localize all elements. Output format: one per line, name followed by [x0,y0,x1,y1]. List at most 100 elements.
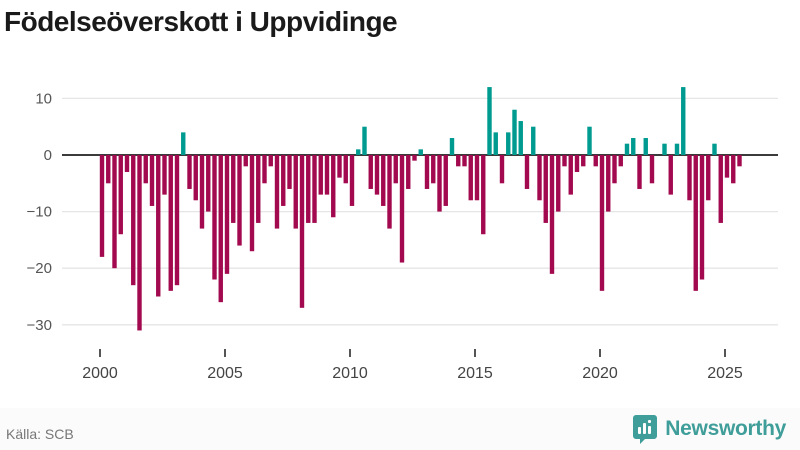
bar [237,155,242,246]
bar [556,155,561,212]
bar [443,155,448,206]
bar [587,126,592,155]
y-tick-label: 0 [44,147,52,164]
bar [562,155,567,167]
bar [581,155,586,167]
brand-wordmark: Newsworthy [665,417,786,440]
bar [687,155,692,201]
bar [618,155,623,167]
bar [543,155,548,223]
source-label: Källa: SCB [6,426,74,442]
bar [337,155,342,178]
bar [668,155,673,195]
bar [606,155,611,212]
bar [318,155,323,195]
bar [99,155,105,257]
bar [118,155,123,235]
bar [293,155,298,229]
bar [524,155,530,189]
bar [637,155,642,189]
bar [506,132,511,155]
bar [124,155,130,172]
bar [537,155,542,201]
bar [631,138,636,155]
bar [281,155,286,206]
x-tick-label: 2020 [582,365,618,382]
bar [331,155,336,218]
bar [356,149,361,155]
bar [662,143,667,155]
bar [531,126,536,155]
bar [106,155,111,184]
y-tick-label: −10 [27,204,52,221]
bar [599,155,605,291]
bar [731,155,736,184]
bar [568,155,573,195]
bar [643,138,648,155]
bar [424,155,430,189]
bar [199,155,205,229]
bar [243,155,248,167]
x-tick-label: 2015 [457,365,493,382]
bar [456,155,461,167]
bar [574,155,580,172]
bar [218,155,223,303]
bar [437,155,442,212]
bar [699,155,705,280]
bar [231,155,236,223]
footer: Källa: SCB Newsworthy [0,408,800,450]
bar [499,155,505,184]
bar [256,155,261,223]
bar [187,155,192,189]
newsworthy-chart-pin-icon [633,415,658,444]
bar [593,155,598,167]
x-tick-label: 2010 [332,365,368,382]
bar [406,155,411,189]
bar [512,109,517,155]
bar [268,155,273,167]
bar [487,87,492,155]
bar [212,155,217,280]
bar [624,143,630,155]
bar [181,132,186,155]
bar [418,149,423,155]
chart-title: Födelseöverskott i Uppvidinge [4,6,398,37]
bar [387,155,392,229]
bar [249,155,255,252]
bar [724,155,730,178]
y-tick-label: −20 [27,260,52,277]
x-tick-label: 2000 [82,365,118,382]
bar [224,155,230,274]
bar [381,155,386,206]
bar [368,155,373,189]
x-tick-label: 2005 [207,365,243,382]
bar [343,155,348,184]
bar [193,155,198,201]
bar [449,138,455,155]
bar [162,155,167,195]
bar [174,155,180,286]
bar [468,155,473,201]
bar-chart: 10 0 −10 −20 −30 2000 2005 2010 2015 2020 2025 [27,87,778,382]
brand-logo[interactable]: Newsworthy [632,414,786,444]
bar [718,155,723,223]
bar [287,155,292,189]
bar [137,155,142,331]
bar [306,155,311,223]
bar [462,155,467,167]
bar [681,87,686,155]
bar [131,155,136,286]
bar [474,155,480,201]
bar [674,143,680,155]
bar [274,155,280,229]
bar [712,143,717,155]
bar [431,155,436,184]
bar [143,155,148,184]
bar [706,155,711,201]
bar [349,155,355,206]
bar [549,155,555,274]
bar [312,155,317,223]
y-tick-label: −30 [27,317,52,334]
y-tick-label: 10 [35,90,52,107]
